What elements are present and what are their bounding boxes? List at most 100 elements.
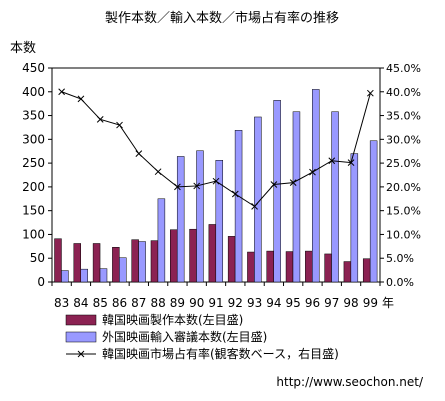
left-tick-label: 0 — [37, 275, 45, 289]
left-tick-label: 200 — [22, 180, 45, 194]
bar-series2 — [254, 116, 262, 283]
bar-series1 — [362, 258, 371, 283]
left-tick-label: 350 — [22, 109, 45, 123]
legend-swatch — [65, 314, 97, 326]
share-point — [366, 89, 374, 97]
line-layer — [58, 88, 374, 210]
bar-series2 — [292, 111, 301, 283]
share-point — [328, 157, 336, 165]
x-tick-label: 87 — [131, 296, 146, 310]
x-tick-label: 97 — [324, 296, 339, 310]
bar-series1 — [343, 261, 352, 283]
bar-series1 — [247, 251, 255, 283]
bar-series1 — [150, 240, 159, 283]
right-tick-label: 20.0% — [386, 181, 421, 194]
footer-url: http://www.seochon.net/ — [276, 375, 424, 389]
right-tick-label: 30.0% — [386, 133, 421, 146]
share-point — [154, 168, 162, 176]
x-tick-label: 86 — [112, 296, 127, 310]
legend: 韓国映画製作本数(左目盛) 外国映画輸入審議本数(左目盛) 韓国映画市場占有率(観客… — [65, 312, 339, 361]
share-point — [231, 190, 239, 198]
share-point — [347, 159, 355, 166]
bar-series1 — [305, 250, 313, 283]
bar-series2 — [196, 150, 204, 283]
share-point — [135, 150, 143, 157]
chart-title: 製作本数／輸入本数／市場占有率の推移 — [105, 10, 339, 26]
bar-series1 — [54, 238, 62, 283]
bar-series2 — [215, 160, 224, 283]
left-tick-label: 150 — [22, 204, 45, 218]
legend-label: 韓国映画製作本数(左目盛) — [102, 312, 243, 327]
bar-series2 — [80, 268, 88, 283]
bar-series2 — [99, 268, 108, 283]
bars-layer — [54, 89, 378, 283]
right-tick-label: 40.0% — [386, 86, 421, 99]
bar-series2 — [331, 111, 339, 283]
left-tick-label: 400 — [22, 85, 45, 99]
bar-series2 — [312, 89, 320, 283]
bar-series1 — [189, 228, 197, 283]
axes-layer: 0 50 100 150 200 250 300 350 400 450 0.0% 5.0% 10.0%… — [22, 61, 421, 310]
bar-series1 — [92, 243, 101, 283]
share-point — [77, 95, 85, 103]
bar-series1 — [73, 243, 82, 283]
bar-series2 — [234, 130, 243, 283]
left-tick-label: 50 — [30, 251, 45, 265]
x-tick-label: 94 — [266, 296, 281, 310]
legend-label: 韓国映画市場占有率(観客数ベース，右目盛) — [102, 346, 339, 361]
x-tick-label: 88 — [150, 296, 165, 310]
x-tick-label: 91 — [208, 296, 223, 310]
bar-series1 — [112, 247, 120, 283]
right-tick-label: 45.0% — [386, 62, 421, 75]
x-tick-label: 85 — [93, 296, 108, 310]
share-point — [270, 181, 278, 188]
bar-series2 — [369, 140, 378, 283]
bar-series1 — [208, 224, 217, 283]
x-tick-label: 96 — [305, 296, 320, 310]
x-tick-label: 83 — [54, 296, 69, 310]
x-tick-label: 89 — [170, 296, 185, 310]
legend-swatch — [65, 331, 97, 343]
right-tick-label: 10.0% — [386, 228, 421, 241]
share-point — [58, 88, 66, 96]
x-tick-label: 98 — [343, 296, 358, 310]
share-point — [289, 179, 297, 186]
x-unit-label: 年 — [382, 296, 394, 310]
right-tick-label: 0.0% — [386, 276, 414, 289]
left-tick-label: 250 — [22, 156, 45, 170]
share-point — [251, 203, 258, 210]
x-tick-label: 92 — [228, 296, 243, 310]
bar-series2 — [138, 241, 146, 283]
bar-series2 — [176, 156, 185, 283]
bar-series2 — [157, 198, 166, 283]
bar-series2 — [119, 257, 127, 283]
x-tick-label: 99 — [363, 296, 378, 310]
share-point — [116, 121, 123, 129]
x-tick-label: 93 — [247, 296, 262, 310]
bar-series1 — [285, 251, 294, 283]
share-point — [193, 182, 201, 190]
bar-series1 — [227, 236, 236, 283]
bar-series1 — [170, 229, 178, 283]
legend-label: 外国映画輸入審議本数(左目盛) — [102, 329, 267, 344]
share-point — [174, 183, 181, 191]
share-point — [309, 168, 316, 176]
bar-series2 — [350, 153, 359, 283]
x-tick-label: 95 — [286, 296, 301, 310]
left-tick-label: 300 — [22, 132, 45, 146]
left-tick-label: 100 — [22, 227, 45, 241]
legend-swatch — [66, 350, 96, 358]
right-tick-label: 25.0% — [386, 157, 421, 170]
left-tick-label: 450 — [22, 61, 45, 75]
bar-series2 — [61, 270, 69, 283]
bar-series1 — [131, 239, 139, 283]
right-tick-label: 5.0% — [386, 252, 414, 265]
bar-series2 — [273, 100, 281, 283]
x-tick-label: 84 — [73, 296, 88, 310]
right-tick-label: 15.0% — [386, 205, 421, 218]
x-tick-label: 90 — [189, 296, 204, 310]
share-point — [96, 116, 104, 123]
right-tick-label: 35.0% — [386, 110, 421, 123]
